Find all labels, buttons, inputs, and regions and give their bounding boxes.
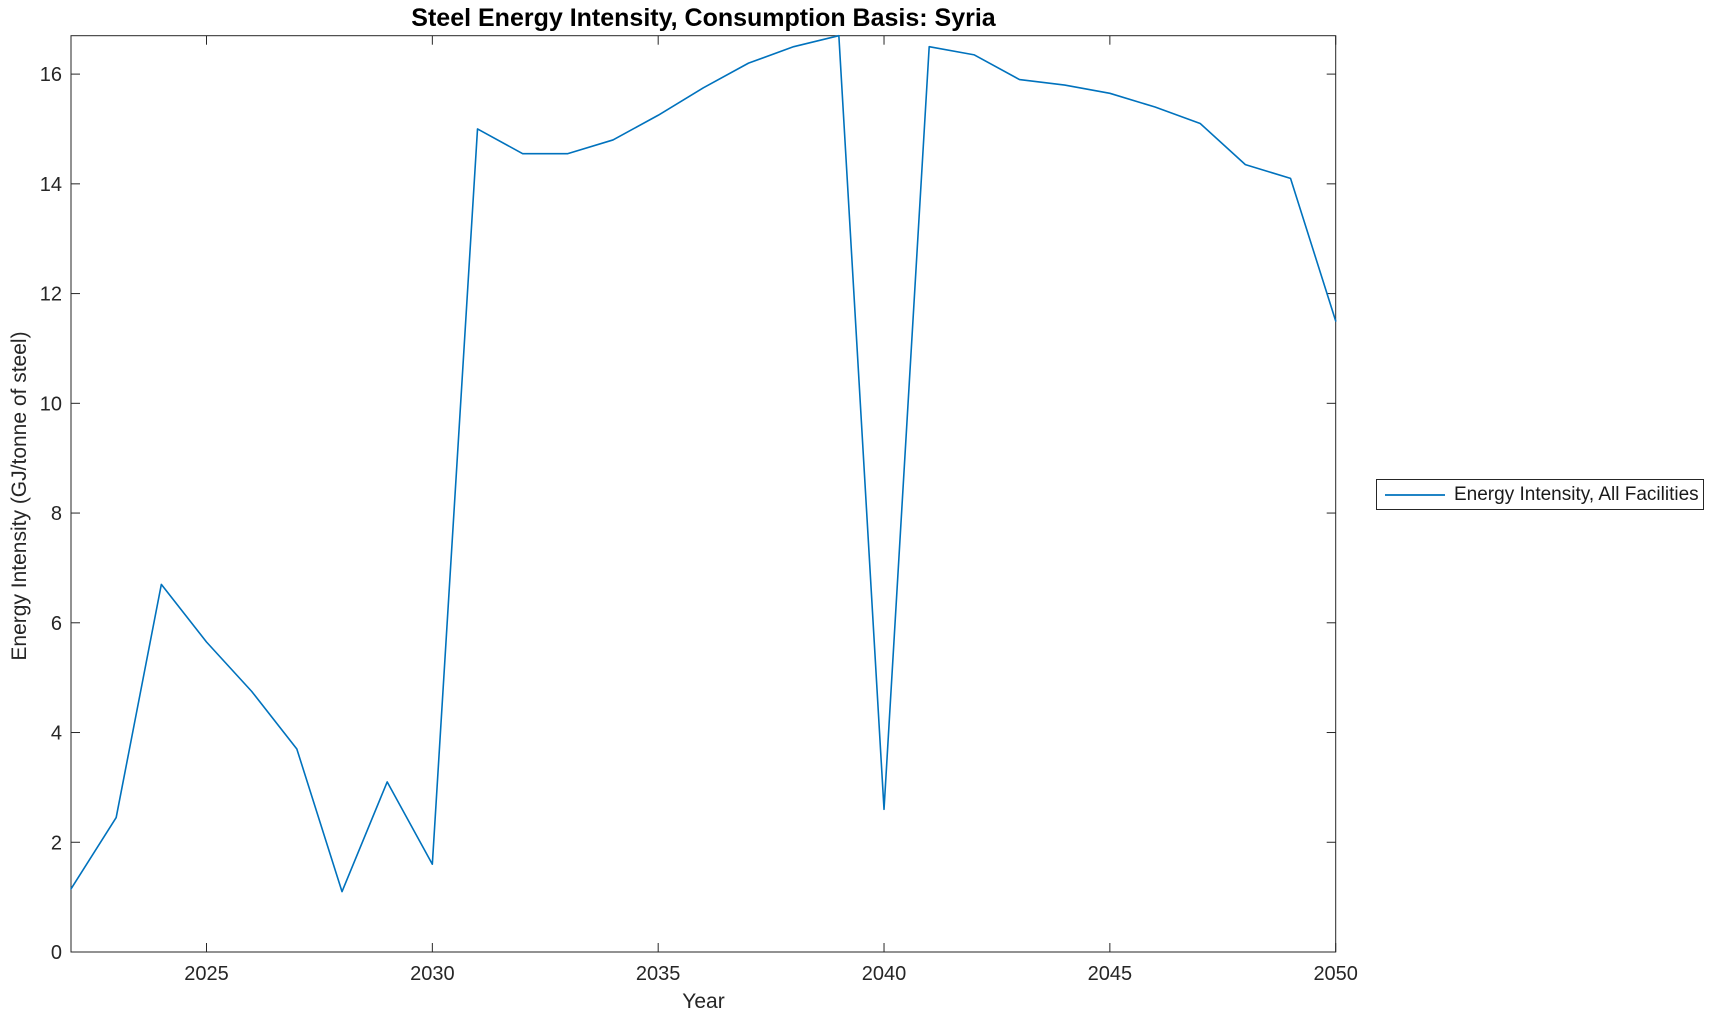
chart-title: Steel Energy Intensity, Consumption Basi… [411,4,996,32]
data-line-energy-intensity-all-facilities [70,34,1337,893]
x-tick-label: 2025 [184,963,229,985]
y-tick-label: 16 [40,64,62,86]
axes-box [70,35,1337,953]
y-tick-label: 12 [40,284,62,306]
x-axis-label: Year [682,990,725,1013]
y-tick-label: 0 [51,942,62,964]
y-tick-label: 2 [51,832,62,854]
y-tick-label: 10 [40,393,62,415]
y-tick-label: 6 [51,613,62,635]
legend-box: Energy Intensity, All Facilities [1376,479,1704,510]
legend-line-sample-icon [1385,493,1445,496]
legend-label: Energy Intensity, All Facilities [1454,483,1699,505]
y-tick-label: 8 [51,503,62,525]
x-tick-label: 2040 [862,963,907,985]
y-tick-label: 14 [40,174,62,196]
x-tick-label: 2030 [410,963,455,985]
y-tick-label: 4 [51,723,62,745]
x-tick-label: 2050 [1313,963,1358,985]
x-tick-label: 2045 [1088,963,1133,985]
y-axis-label: Energy Intensity (GJ/tonne of steel) [8,331,31,661]
x-tick-label: 2035 [636,963,681,985]
